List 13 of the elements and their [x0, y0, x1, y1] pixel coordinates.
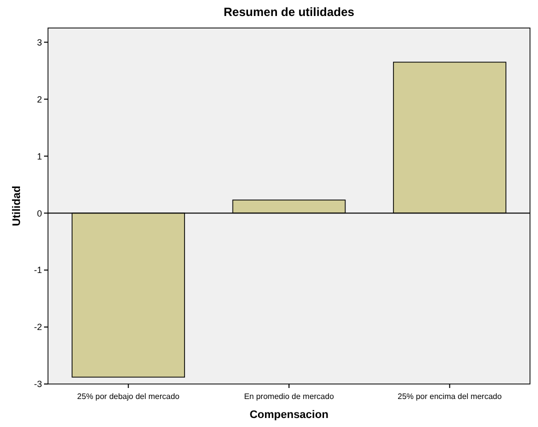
- x-tick-label: En promedio de mercado: [244, 392, 334, 401]
- x-axis-title: Compensacion: [250, 409, 329, 421]
- y-tick-label: -1: [34, 265, 42, 276]
- x-tick-label: 25% por encima del mercado: [398, 392, 502, 401]
- y-tick-label: -2: [34, 322, 42, 332]
- y-tick-label: 1: [36, 151, 42, 162]
- y-tick-label: 3: [36, 37, 42, 48]
- y-tick-label: 0: [36, 208, 42, 218]
- y-axis-title: Utilidad: [11, 186, 23, 226]
- y-tick-label: -3: [34, 379, 42, 390]
- x-tick-label: 25% por debajo del mercado: [77, 392, 180, 401]
- y-tick-label: 2: [36, 94, 42, 104]
- chart-title: Resumen de utilidades: [224, 5, 355, 19]
